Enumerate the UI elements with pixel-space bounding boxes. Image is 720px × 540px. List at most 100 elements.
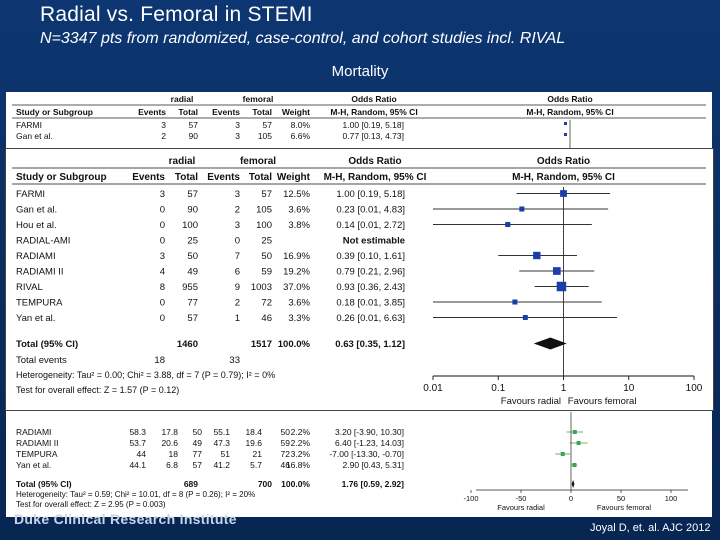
header-plot-odds-ratio: Odds Ratio [537, 156, 590, 167]
femoral-events: 1 [235, 313, 240, 324]
bg-total-weight: 100.0% [281, 479, 310, 489]
radial-total: 955 [182, 282, 198, 293]
bg-header-plot: Odds Ratio [547, 94, 592, 104]
study-label: Hou et al. [16, 220, 57, 231]
bg-lower-c2: 18 [169, 449, 179, 459]
bg-lower-marker [572, 463, 577, 467]
study-ci-text: 0.26 [0.01, 6.63] [336, 313, 405, 324]
study-ci-text: 0.18 [0.01, 3.85] [336, 298, 405, 309]
study-weight: 3.8% [288, 220, 310, 231]
bg-x-tick-label: 0 [569, 494, 573, 503]
x-tick-label: 1 [561, 383, 567, 394]
study-label: Yan et al. [16, 313, 55, 324]
femoral-total: 46 [261, 313, 272, 324]
bg-lower-c6: 50 [281, 427, 291, 437]
bg-lower-c6: 59 [281, 438, 291, 448]
femoral-total: 72 [261, 298, 272, 309]
bg-lower-c4: 51 [221, 449, 231, 459]
study-label: RADIAL-AMI [16, 236, 70, 247]
bg-lower-ci-text: 6.40 [-1.23, 14.03] [335, 438, 404, 448]
study-label: TEMPURA [16, 298, 63, 309]
bg-x-tick-label: 50 [617, 494, 625, 503]
bg-lower-marker [576, 441, 581, 445]
bg-col-weight: Weight [282, 107, 310, 117]
x-tick-label: 100 [686, 383, 703, 394]
study-point-marker [512, 299, 518, 305]
bg-total-radial: 689 [184, 479, 198, 489]
study-weight: 16.9% [283, 251, 310, 262]
study-ci-text: 0.79 [0.21, 2.96] [336, 267, 405, 278]
radial-total: 77 [187, 298, 198, 309]
femoral-events: 7 [235, 251, 240, 262]
bg-lower-ci-text: -7.00 [-13.30, -0.70] [329, 449, 404, 459]
pooled-diamond [533, 337, 567, 350]
bg-lower-marker [572, 430, 577, 434]
mortality-forest-plot-panel: radial femoral Odds Ratio Odds Ratio Study o… [5, 148, 714, 411]
radial-events: 0 [160, 220, 165, 231]
header-odds-ratio: Odds Ratio [348, 156, 401, 167]
bg-lower-c3: 50 [193, 427, 203, 437]
bg-overall-effect: Test for overall effect: Z = 2.95 (P = 0… [16, 500, 166, 509]
bg-total-ci-text: 1.76 [0.59, 2.92] [342, 479, 405, 489]
study-ci-text: 0.23 [0.01, 4.83] [336, 205, 405, 216]
bg-study-ci-text: 1.00 [0.19, 5.18] [343, 120, 404, 130]
bg-favours-left: Favours radial [497, 503, 545, 512]
bg-col-femoral-events: Events [212, 107, 240, 117]
col-femoral-total: Total [249, 172, 272, 183]
bg-favours-right: Favours femoral [597, 503, 652, 512]
study-point-marker [560, 190, 567, 197]
header-radial: radial [169, 156, 196, 167]
x-tick-label: 0.1 [491, 383, 505, 394]
study-weight: 37.0% [283, 282, 310, 293]
study-point-marker [519, 206, 525, 212]
bg-lower-c2: 20.6 [161, 438, 178, 448]
favours-right-label: Favours femoral [568, 396, 637, 407]
radial-events: 0 [160, 236, 165, 247]
bg-study-marker [564, 133, 567, 136]
slide-subtitle: N=3347 pts from randomized, case-control… [40, 30, 566, 47]
femoral-events: 0 [235, 236, 240, 247]
bg-x-tick-label: -50 [516, 494, 527, 503]
bg-study-weight: 6.6% [291, 131, 311, 141]
col-radial-events: Events [132, 172, 165, 183]
study-weight: 3.6% [288, 298, 310, 309]
bg-total-femoral: 700 [258, 479, 272, 489]
bg-col-plot-ci: M-H, Random, 95% CI [526, 107, 613, 117]
femoral-events: 9 [235, 282, 240, 293]
total-label: Total (95% CI) [16, 339, 78, 350]
col-study: Study or Subgroup [16, 172, 107, 183]
bg-lower-weight: 16.8% [286, 460, 311, 470]
bg-lower-c3: 57 [193, 460, 203, 470]
heterogeneity-text: Heterogeneity: Tau² = 0.00; Chi² = 3.88,… [16, 370, 275, 380]
study-point-marker [556, 281, 567, 292]
bg-lower-c2: 17.8 [161, 427, 178, 437]
radial-events: 0 [160, 298, 165, 309]
bg-study-label: FARMI [16, 120, 42, 130]
bg-lower-c1: 44 [137, 449, 147, 459]
bg-study-label: Gan et al. [16, 131, 53, 141]
radial-total: 90 [187, 205, 198, 216]
total-femoral: 1517 [251, 339, 272, 350]
bg-header-femoral: femoral [243, 94, 274, 104]
study-ci-text: 0.14 [0.01, 2.72] [336, 220, 405, 231]
total-ci-text: 0.63 [0.35, 1.12] [335, 339, 405, 350]
radial-events: 8 [160, 282, 165, 293]
study-label: RIVAL [16, 282, 43, 293]
bg-lower-c5: 21 [253, 449, 263, 459]
bg-x-tick-label: 100 [665, 494, 678, 503]
bg-col-femoral-total: Total [252, 107, 272, 117]
col-effect-ci: M-H, Random, 95% CI [324, 172, 427, 183]
bg-lower-c1: 58.3 [129, 427, 146, 437]
study-label: RADIAMI II [16, 267, 64, 278]
femoral-events: 3 [235, 220, 240, 231]
radial-events: 3 [160, 251, 165, 262]
favours-left-label: Favours radial [501, 396, 561, 407]
bg-lower-weight: 2.2% [291, 438, 311, 448]
bg-lower-c5: 5.7 [250, 460, 262, 470]
study-label: RADIAMI [16, 251, 56, 262]
study-ci-text: 0.93 [0.36, 2.43] [336, 282, 405, 293]
bg-femoral-total: 57 [263, 120, 273, 130]
x-tick-label: 10 [623, 383, 635, 394]
col-radial-total: Total [175, 172, 198, 183]
study-weight: 19.2% [283, 267, 310, 278]
